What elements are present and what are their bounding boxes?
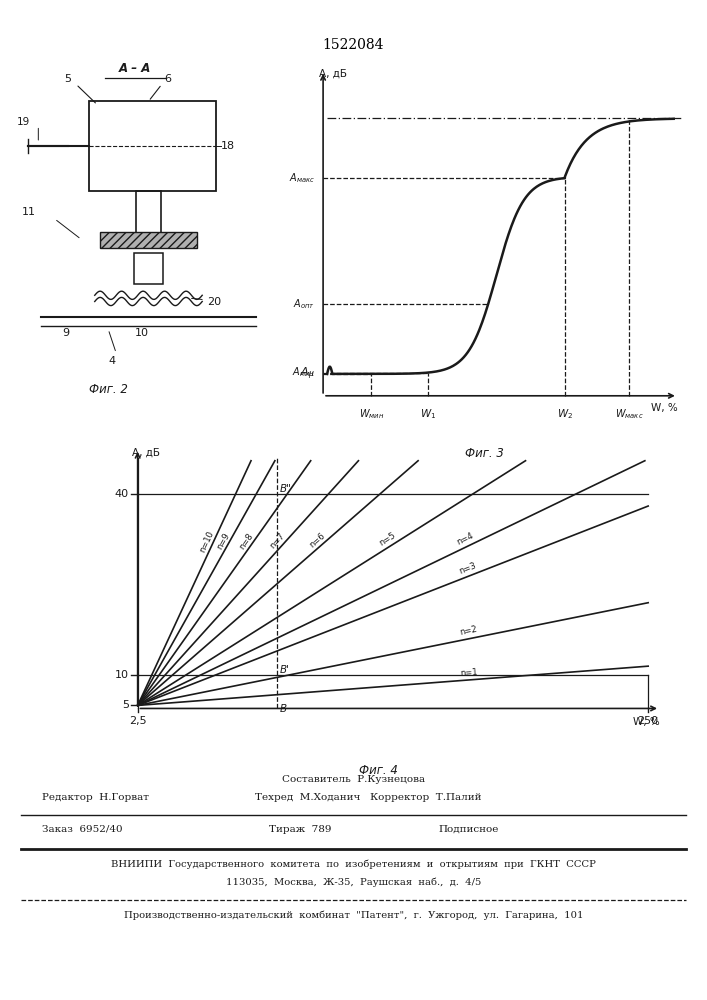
Text: 1522084: 1522084 (323, 38, 384, 52)
Text: A, дБ: A, дБ (132, 447, 160, 457)
Text: 10: 10 (115, 670, 129, 680)
Text: $A_{опт}$: $A_{опт}$ (293, 297, 315, 311)
Text: 10: 10 (135, 328, 149, 338)
Text: Техред  М.Ходанич   Корректор  Т.Палий: Техред М.Ходанич Корректор Т.Палий (255, 793, 481, 802)
Text: n=3: n=3 (458, 561, 478, 576)
Text: 18: 18 (221, 141, 235, 151)
Text: 250: 250 (638, 716, 659, 726)
Text: $A_{\mu}$: $A_{\mu}$ (300, 366, 315, 382)
Text: Фиг. 2: Фиг. 2 (89, 383, 127, 396)
Text: $W_{2}$: $W_{2}$ (557, 407, 573, 421)
Text: Заказ  6952/40: Заказ 6952/40 (42, 825, 123, 834)
Bar (100, 232, 197, 248)
Text: Подписное: Подписное (438, 825, 498, 834)
Text: 6: 6 (164, 74, 171, 84)
Text: W, %: W, % (651, 403, 678, 413)
Bar (136, 191, 160, 239)
Text: n=8: n=8 (238, 531, 255, 551)
Text: $W_{1}$: $W_{1}$ (420, 407, 436, 421)
Text: n=7: n=7 (269, 531, 287, 550)
Text: n=10: n=10 (199, 529, 216, 554)
Text: А – А: А – А (119, 62, 151, 75)
Text: n=2: n=2 (459, 625, 478, 637)
Text: n=5: n=5 (378, 531, 397, 548)
Text: Составитель  Р.Кузнецова: Составитель Р.Кузнецова (282, 775, 425, 784)
Text: $A_{мин}$: $A_{мин}$ (292, 366, 315, 379)
Text: Фиг. 3: Фиг. 3 (465, 447, 503, 460)
Text: 2,5: 2,5 (129, 716, 146, 726)
Text: B": B" (280, 484, 292, 494)
Text: A, дБ: A, дБ (319, 69, 347, 79)
Text: 19: 19 (17, 117, 30, 127)
Text: 113035,  Москва,  Ж-35,  Раушская  наб.,  д.  4/5: 113035, Москва, Ж-35, Раушская наб., д. … (226, 878, 481, 887)
Text: B': B' (280, 665, 290, 675)
Text: 9: 9 (62, 328, 69, 338)
Text: n=9: n=9 (215, 531, 231, 551)
Text: n=6: n=6 (308, 531, 327, 549)
Text: Производственно-издательский  комбинат  "Патент",  г.  Ужгород,  ул.  Гагарина, : Производственно-издательский комбинат "П… (124, 910, 583, 920)
Text: 5: 5 (122, 700, 129, 710)
Bar (89, 101, 216, 191)
Text: Фиг. 4: Фиг. 4 (359, 764, 397, 778)
Text: $A_{макс}$: $A_{макс}$ (288, 171, 315, 185)
Text: 11: 11 (22, 207, 36, 217)
Text: Тираж  789: Тираж 789 (269, 825, 331, 834)
Text: 20: 20 (208, 297, 222, 307)
Text: B: B (280, 704, 287, 714)
Text: n=4: n=4 (455, 531, 475, 547)
Text: $W_{мин}$: $W_{мин}$ (358, 407, 384, 421)
Text: n=1: n=1 (460, 667, 478, 678)
Text: 5: 5 (64, 74, 71, 84)
Text: 40: 40 (115, 489, 129, 499)
Text: W, %: W, % (633, 717, 660, 727)
Text: Редактор  Н.Горват: Редактор Н.Горват (42, 793, 149, 802)
Text: $W_{макс}$: $W_{макс}$ (615, 407, 644, 421)
Bar (134, 253, 163, 284)
Text: ВНИИПИ  Государственного  комитета  по  изобретениям  и  открытиям  при  ГКНТ  С: ВНИИПИ Государственного комитета по изоб… (111, 859, 596, 869)
Text: 4: 4 (108, 356, 115, 366)
